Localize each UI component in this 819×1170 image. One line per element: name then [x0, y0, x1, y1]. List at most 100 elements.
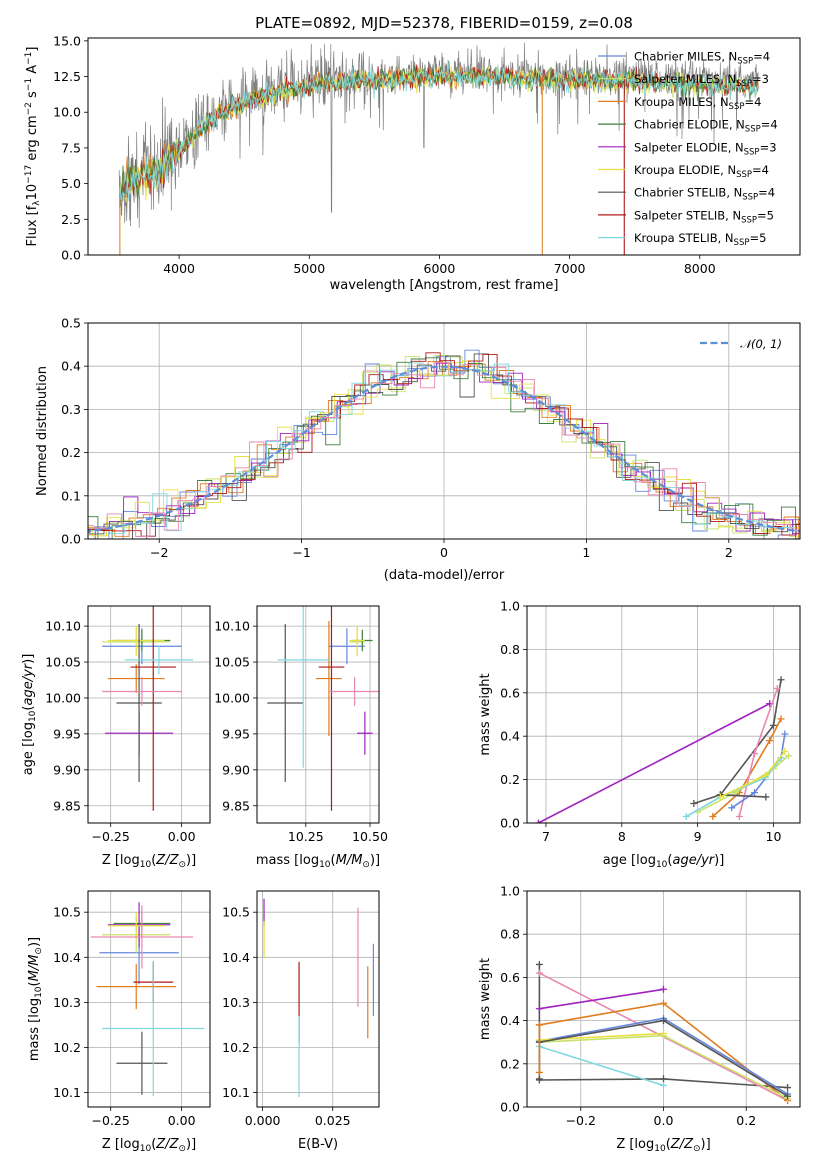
- x-tick-label: 4000: [163, 261, 195, 276]
- label-part: =3: [760, 140, 777, 154]
- histogram-series-kroupa-stelib: [88, 362, 800, 534]
- x-axis-label: (data-model)/error: [384, 568, 505, 583]
- label-part: 10: [319, 860, 331, 870]
- label-part: =4: [758, 186, 775, 200]
- label-part: −1: [24, 78, 34, 91]
- y-tick-label: 0.3: [61, 402, 81, 417]
- y-axis-label: mass weight: [478, 673, 493, 755]
- label-part: A: [25, 65, 40, 78]
- label-part: ⊙: [178, 860, 186, 870]
- label-part: 10: [140, 860, 152, 870]
- weight-point-marker: [534, 819, 542, 823]
- label-part: SSP: [729, 102, 745, 112]
- legend-label: Kroupa STELIB, NSSP=5: [634, 231, 766, 248]
- weight-point-marker: [682, 812, 690, 820]
- axes-frame: [87, 37, 801, 256]
- label-part: SSP: [742, 193, 758, 203]
- weight-point-marker: [660, 1030, 667, 1038]
- label-part: =3: [752, 72, 769, 86]
- model-spectrum-kroupa-stelib: [119, 59, 759, 202]
- label-part: =4: [753, 50, 770, 64]
- legend-label: Chabrier ELODIE, NSSP=4: [634, 118, 778, 135]
- x-tick-label: 1: [582, 545, 590, 560]
- label-part: age [log: [603, 853, 656, 868]
- y-tick-label: 10.05: [214, 655, 250, 670]
- label-part: age/yr: [672, 853, 715, 868]
- y-tick-label: 10.4: [53, 950, 81, 965]
- label-part: ⊙: [362, 860, 370, 870]
- legend-label: Salpeter ELODIE, NSSP=3: [634, 140, 777, 157]
- x-tick-label: 8: [618, 829, 626, 844]
- weight-point-marker: [781, 730, 789, 738]
- y-tick-label: 10.10: [214, 619, 250, 634]
- axes-frame: [526, 605, 801, 824]
- x-tick-label: 10.50: [352, 829, 388, 844]
- x-tick-label: 0: [440, 545, 448, 560]
- x-tick-label: −0.25: [92, 1113, 130, 1128]
- y-tick-label: 0.1: [61, 488, 81, 503]
- y-axis-label: mass [log10(M/M⊙)]: [27, 937, 44, 1061]
- label-part: 10: [654, 1144, 666, 1154]
- y-tick-label: 0.6: [500, 970, 520, 985]
- weight-point-marker: [784, 1084, 792, 1092]
- weight-series-line: [539, 1045, 664, 1087]
- weight-point-marker: [535, 960, 543, 968]
- y-tick-label: 10.05: [45, 655, 81, 670]
- y-tick-label: 10.2: [222, 1040, 250, 1055]
- y-tick-label: 7.5: [61, 140, 81, 155]
- weight-point-marker: [660, 1017, 667, 1025]
- label-part: Z/Z: [155, 1137, 179, 1152]
- x-tick-label: 10: [766, 829, 782, 844]
- age_vs_Z-axes: −0.25 0.00 9.85 9.90 9.95 10.00 10.05 10.10 Z [l…: [21, 605, 211, 870]
- x-axis-label: Z [log10(Z/Z⊙)]: [102, 853, 196, 870]
- y-tick-label: 9.85: [53, 798, 81, 813]
- axes-frame: [256, 605, 380, 824]
- label-part: =5: [757, 208, 774, 222]
- y-tick-label: 0.2: [500, 772, 520, 787]
- y-tick-label: 10.10: [45, 619, 81, 634]
- label-part: −1: [24, 52, 34, 65]
- weight-point-marker: [728, 804, 736, 812]
- residuals-plot: [88, 349, 800, 539]
- y-tick-label: 9.90: [222, 762, 250, 777]
- y-axis-label: Flux [fλ10−17 erg cm−2 s−1 A−1]: [24, 47, 42, 247]
- weight-point-marker: [660, 1075, 667, 1083]
- histogram-series-pink: [88, 362, 800, 537]
- weight-point-marker: [784, 1092, 792, 1100]
- y-tick-label: 10.5: [222, 905, 250, 920]
- label-part: Z/Z: [670, 1137, 694, 1152]
- label-part: SSP: [741, 215, 757, 225]
- y-tick-label: 0.0: [61, 248, 81, 263]
- label-part: mass [log: [27, 998, 42, 1061]
- weight-point-marker: [535, 969, 543, 977]
- age_vs_Z-plot: [102, 606, 193, 811]
- label-part: λ: [32, 200, 42, 206]
- legend-label: Salpeter STELIB, NSSP=5: [634, 208, 774, 225]
- age_vs_mass-axes: 10.25 10.50 9.85 9.90 9.95 10.00 10.05 10.10 mas…: [214, 605, 388, 870]
- legend-label: Chabrier STELIB, NSSP=4: [634, 186, 775, 203]
- label-part: Flux [f: [25, 205, 40, 246]
- label-part: SSP: [736, 79, 752, 89]
- y-tick-label: 10.1: [222, 1085, 250, 1100]
- mass_weight_vs_Z-plot: [535, 960, 792, 1105]
- weight-point-marker: [773, 684, 781, 692]
- chart-title: PLATE=0892, MJD=52378, FIBERID=0159, z=0…: [255, 14, 633, 32]
- label-part: Chabrier STELIB, N: [634, 186, 742, 200]
- axes-frame: [87, 890, 211, 1108]
- y-tick-label: 0.4: [500, 729, 520, 744]
- mass_vs_Z-plot: [90, 902, 205, 1097]
- label-part: (: [151, 853, 156, 868]
- label-part: Z/Z: [155, 853, 179, 868]
- weight-point-marker: [535, 1021, 543, 1029]
- mass_weight_vs_Z-axes: −0.2 0.0 0.2 0.0 0.2 0.4 0.6 0.8 1.0 Z [log10(Z/Z…: [478, 884, 801, 1154]
- label-part: M/M: [27, 955, 42, 982]
- y-tick-label: 0.0: [61, 532, 81, 547]
- label-part: )]: [701, 1137, 711, 1152]
- y-tick-label: 10.0: [53, 105, 81, 120]
- weight-point-marker: [735, 812, 743, 820]
- x-tick-label: 0.00: [168, 829, 196, 844]
- weight-point-marker: [709, 812, 717, 820]
- weight-series-line: [693, 679, 782, 805]
